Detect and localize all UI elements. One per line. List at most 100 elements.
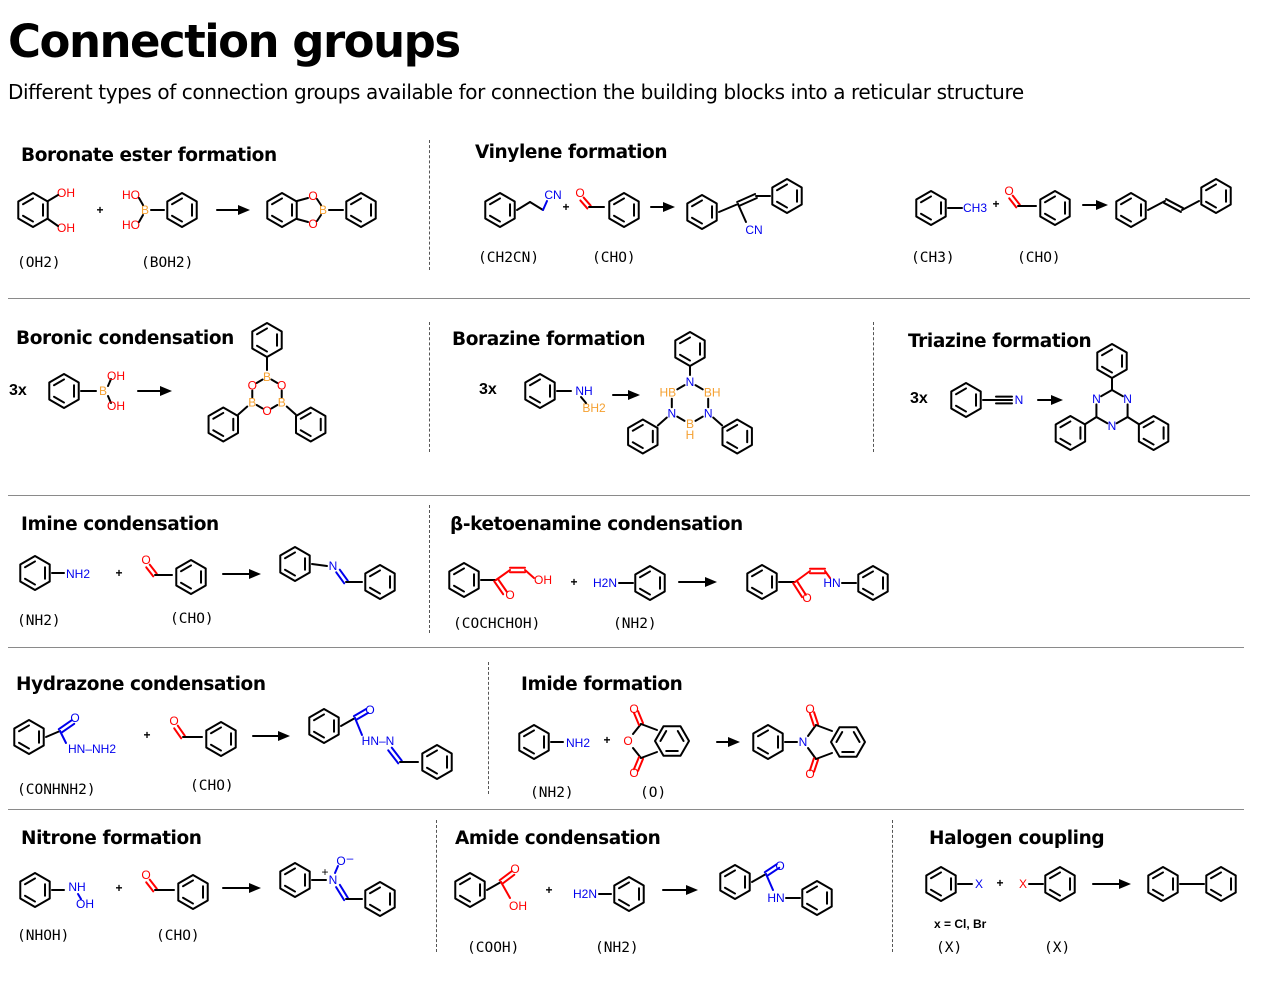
atom-label: B [263,370,271,384]
bond [316,214,322,222]
bond [23,894,36,903]
plus-sign: + [115,566,122,580]
bond [542,200,548,211]
bond [334,865,339,874]
atom-label: HN [823,576,840,590]
bond [1147,200,1166,211]
plus-sign: + [545,883,552,897]
bond [1111,389,1124,398]
bond [676,415,686,422]
bond [929,888,942,897]
bond [1119,197,1132,206]
bond [1048,871,1061,880]
bond [765,873,774,891]
benzene-ring [251,322,283,358]
bond [815,752,833,760]
atom-label: CN [745,223,762,237]
benzene-ring [524,373,556,409]
bond [145,566,155,578]
atom-label: NH2 [66,567,90,581]
atom-label: B [141,203,149,217]
benzene-ring [925,866,957,902]
benzene-ring [686,194,718,230]
bond [954,404,967,413]
bond [676,384,686,391]
bond [637,710,645,725]
section-title-nitrone: Nitrone formation [21,828,202,849]
atom-label: O [629,702,638,716]
column-divider [429,140,430,270]
atom-label: N [329,873,338,887]
bond [659,729,668,742]
bond [21,197,34,206]
bond [718,203,739,213]
reaction-arrow [705,577,717,587]
bond [726,441,739,450]
bond [617,881,630,890]
benzene-ring [746,564,778,600]
benzene-ring [279,546,311,582]
bond [861,570,874,579]
group-code: (NHOH) [17,928,70,944]
bond [283,551,296,560]
bond [631,423,644,432]
reaction-arrow [1119,879,1131,889]
atom-label: OH [57,186,75,200]
benzene-ring [634,565,666,601]
group-code: (NH2) [595,940,639,956]
bond [1181,200,1200,211]
benzene-ring [830,726,866,758]
benzene-ring [719,864,751,900]
atom-label: HB [659,386,676,400]
bond [498,870,513,882]
bond [335,886,346,902]
bond [296,197,309,202]
group-code: (CH2CN) [478,250,540,266]
benzene-ring [177,874,209,910]
bond [582,196,592,207]
atom-label: OH [76,897,94,911]
bond [612,197,625,206]
benzene-ring [295,406,327,443]
bond [170,197,183,206]
bond [452,567,465,576]
bond [355,711,370,721]
group-code: (CHO) [1017,250,1061,266]
atom-label: O [805,767,814,781]
benzene-ring [484,192,516,228]
bond [638,587,651,596]
bond [148,563,158,575]
bond [690,199,703,208]
bond [212,429,225,438]
bond [501,873,516,885]
bond [148,878,158,890]
atom-label: O [510,862,519,876]
plus-sign: + [570,575,577,589]
bond [1100,365,1113,374]
benzene-ring [364,881,396,917]
bond [1151,888,1164,897]
benzene-ring [915,190,947,226]
group-code: (CHO) [170,611,214,627]
bond [612,214,625,223]
bond [726,423,739,432]
bond [640,723,658,731]
benzene-ring [1044,866,1076,902]
group-code: (COOH) [467,940,520,956]
bond [488,214,501,223]
reaction-arrow [686,885,698,895]
bond [21,214,34,223]
atom-label: OH [534,573,552,587]
bond [52,378,65,387]
atom-label: N [686,375,695,389]
bond [57,719,73,731]
bond [1059,420,1072,429]
bond [676,729,685,742]
bond [176,724,186,737]
bond [835,730,844,743]
atom-label: O [308,217,317,231]
bond [919,212,932,221]
bond [750,586,763,595]
group-code: (CHO) [190,778,234,794]
bond [500,881,511,899]
